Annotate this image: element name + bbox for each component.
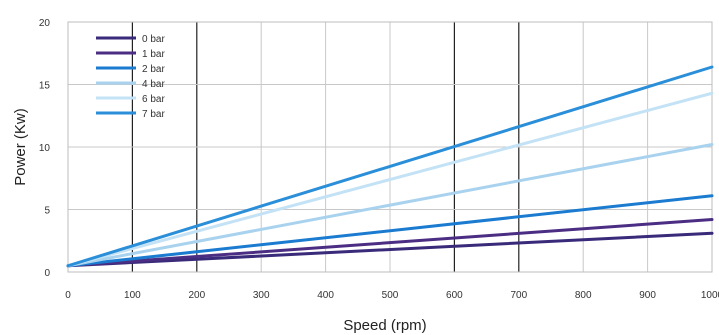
- series-lines: [66, 65, 714, 268]
- legend-label-5: 7 bar: [142, 109, 165, 120]
- series-line-1: [66, 218, 714, 268]
- x-tick-label: 900: [639, 290, 656, 301]
- x-axis-title: Speed (rpm): [343, 317, 426, 334]
- legend: 0 bar 1 bar 2 bar 4 bar 6 bar 7 bar: [96, 34, 165, 120]
- series-line-3: [66, 143, 714, 268]
- series-line-0: [66, 231, 714, 268]
- y-axis-title: Power (Kw): [12, 108, 29, 186]
- legend-label-3: 4 bar: [142, 79, 165, 90]
- y-tick-label: 10: [39, 143, 51, 154]
- x-tick-label: 200: [188, 290, 205, 301]
- x-tick-label: 600: [446, 290, 463, 301]
- x-tick-label: 0: [65, 290, 71, 301]
- legend-label-2: 2 bar: [142, 64, 165, 75]
- legend-label-0: 0 bar: [142, 34, 165, 45]
- series-line-4: [66, 91, 714, 268]
- y-tick-label: 0: [44, 268, 50, 279]
- y-tick-labels: 0 5 10 15 20: [39, 18, 51, 279]
- x-tick-label: 700: [510, 290, 527, 301]
- y-tick-label: 15: [39, 81, 51, 92]
- legend-label-1: 1 bar: [142, 49, 165, 60]
- x-tick-label: 800: [575, 290, 592, 301]
- x-tick-label: 400: [317, 290, 334, 301]
- series-line-2: [66, 194, 714, 268]
- legend-label-4: 6 bar: [142, 94, 165, 105]
- y-tick-label: 5: [44, 206, 50, 217]
- x-tick-label: 500: [382, 290, 399, 301]
- grid: [67, 21, 713, 273]
- plot-frame: [67, 21, 713, 273]
- x-tick-label: 100: [124, 290, 141, 301]
- series-line-5: [66, 65, 714, 268]
- x-tick-label: 300: [253, 290, 270, 301]
- y-tick-label: 20: [39, 18, 51, 29]
